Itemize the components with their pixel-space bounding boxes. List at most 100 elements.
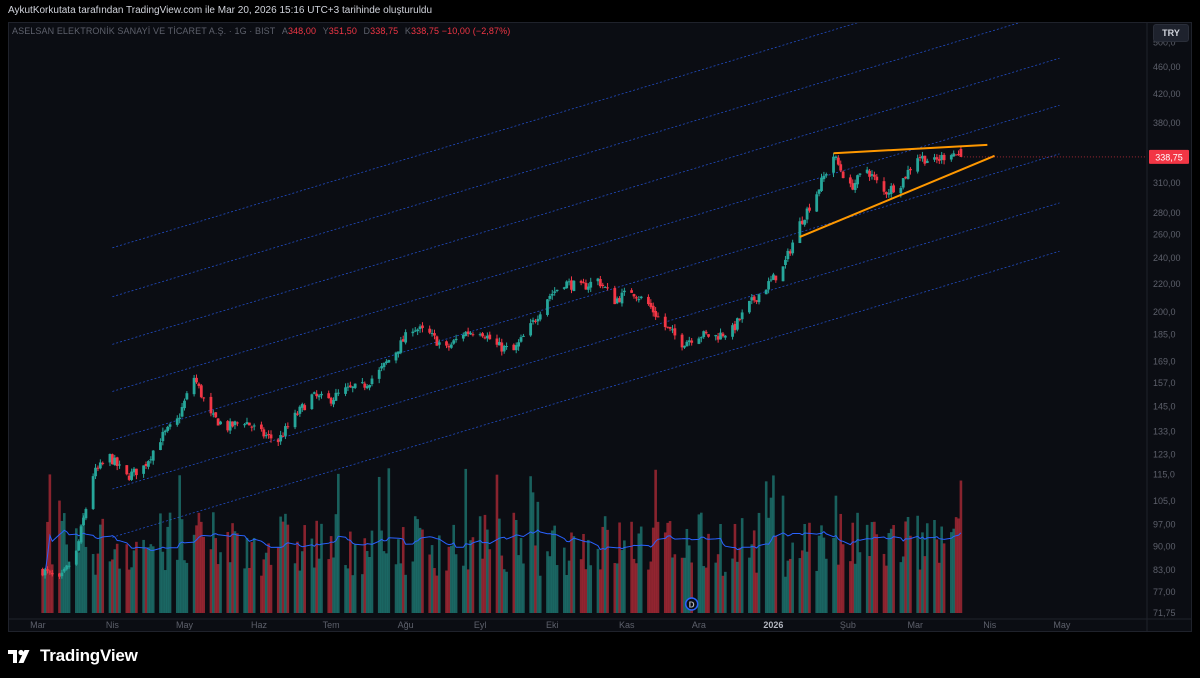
tradingview-brand[interactable]: TradingView <box>8 644 138 668</box>
legend-open: 348,00 <box>287 26 317 36</box>
legend-open-label: A <box>281 26 288 36</box>
volume-bar <box>572 536 576 613</box>
candle-body <box>781 266 785 282</box>
volume-bar <box>825 558 828 613</box>
volume-bar <box>320 523 323 613</box>
candle-body <box>247 422 251 426</box>
volume-bar <box>736 561 739 613</box>
volume-bar <box>620 550 624 613</box>
candle-body <box>656 316 660 318</box>
y-tick-label: 145,0 <box>1153 401 1176 411</box>
volume-bar <box>519 537 523 613</box>
volume-bar <box>553 525 556 613</box>
x-tick-label: May <box>1053 620 1071 630</box>
volume-bar <box>370 530 374 613</box>
candle-body <box>286 426 290 428</box>
volume-bar <box>548 556 552 613</box>
volume-bar <box>584 569 588 613</box>
volume-bar <box>413 516 417 613</box>
candle-body <box>666 326 670 328</box>
volume-bar <box>680 557 684 613</box>
volume-bar <box>565 575 568 613</box>
candle-body <box>435 336 439 346</box>
volume-bar <box>942 543 946 613</box>
volume-bar <box>875 534 879 613</box>
candle-body <box>637 299 641 301</box>
candle-body <box>517 342 521 347</box>
candle-body <box>478 334 482 336</box>
candle-body <box>264 435 268 437</box>
volume-bar <box>332 557 335 613</box>
volume-bar <box>849 561 852 613</box>
y-tick-label: 83,00 <box>1153 565 1176 575</box>
volume-bar <box>329 536 333 613</box>
regression-channel-line <box>112 153 1060 441</box>
volume-bar <box>264 552 268 613</box>
chart-canvas[interactable]: 500,0 460,00 420,00 380,00 310,00 280,00 260,0… <box>9 23 1191 631</box>
candle-body <box>805 208 809 220</box>
volume-bar <box>774 535 778 613</box>
candle-body <box>589 281 593 288</box>
volume-bar <box>296 541 299 613</box>
volume-bar <box>716 554 720 613</box>
volume-bar <box>562 547 566 613</box>
regression-channel-line <box>112 104 1060 392</box>
volume-bar <box>704 567 708 613</box>
candle-body <box>921 155 924 159</box>
candle-body <box>327 393 331 399</box>
volume-bar <box>471 537 475 613</box>
candle-body <box>808 207 811 211</box>
volume-bar <box>687 545 691 613</box>
y-tick-label: 380,00 <box>1153 118 1181 128</box>
candle-body <box>113 457 117 466</box>
volume-bar <box>738 547 742 613</box>
volume-bar <box>800 550 804 613</box>
volume-bar <box>77 552 81 613</box>
candle-body <box>887 192 891 195</box>
volume-bar <box>233 531 237 613</box>
volume-bar <box>916 515 919 613</box>
candle-body <box>546 299 549 315</box>
candle-body <box>654 311 658 317</box>
candle-body <box>300 404 304 408</box>
legend-low-label: D <box>363 26 371 36</box>
volume-bar <box>909 535 912 613</box>
chart-panel[interactable]: 500,0 460,00 420,00 380,00 310,00 280,00 260,0… <box>8 22 1192 632</box>
candle-body <box>284 426 287 436</box>
volume-bar <box>267 543 270 613</box>
volume-bar <box>538 575 542 613</box>
volume-bar <box>495 474 499 613</box>
candle-body <box>250 426 254 428</box>
candle-body <box>723 335 727 338</box>
candle-body <box>58 573 61 577</box>
candle-body <box>413 330 417 332</box>
candle-body <box>447 345 451 348</box>
currency-button[interactable]: TRY <box>1153 24 1189 42</box>
symbol-legend: ASELSAN ELEKTRONİK SANAYİ VE TİCARET A.Ş… <box>12 26 510 36</box>
candle-body <box>839 164 843 171</box>
candle-body <box>296 413 299 415</box>
candle-body <box>353 383 357 388</box>
candle-body <box>149 459 153 461</box>
volume-bar <box>365 551 369 613</box>
volume-bar <box>351 575 355 613</box>
volume-bar <box>923 556 927 613</box>
candle-body <box>310 394 314 410</box>
candle-body <box>606 287 609 289</box>
candle-body <box>747 300 751 313</box>
chart-caption: AykutKorkutata tarafından TradingView.co… <box>0 0 1200 22</box>
volume-bar <box>469 540 472 613</box>
candle-body <box>500 342 504 352</box>
candle-body <box>721 333 725 337</box>
candle-body <box>733 323 737 331</box>
volume-bar <box>433 568 436 613</box>
candle-body <box>647 296 650 305</box>
y-tick-label: 220,00 <box>1153 279 1181 289</box>
candle-body <box>77 541 81 551</box>
candle-body <box>231 421 234 427</box>
candle-body <box>957 154 960 156</box>
volume-bar <box>837 564 840 613</box>
volume-bar <box>820 525 823 613</box>
volume-bar <box>144 548 148 613</box>
volume-bar <box>151 546 155 613</box>
